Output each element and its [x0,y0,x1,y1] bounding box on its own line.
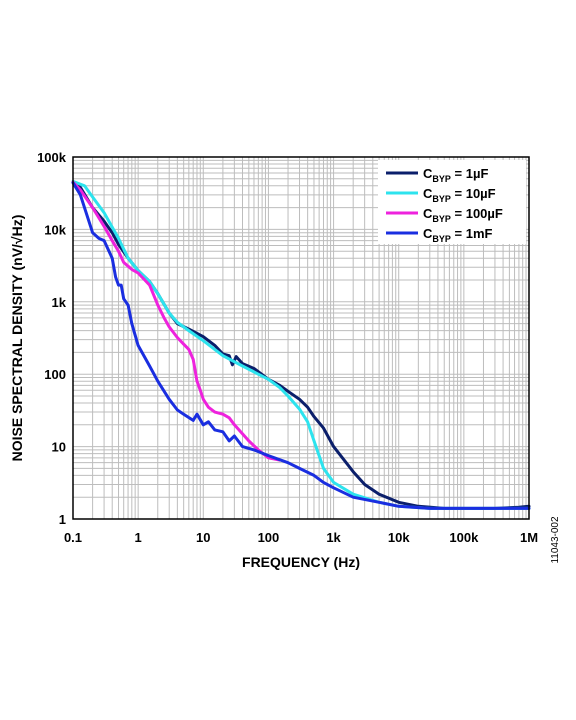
legend-label: CBYP = 1µF [423,166,488,184]
series-line-3 [71,181,531,510]
y-tick-labels: 1 10 100 1k 10k 100k [37,150,67,527]
x-tick-label: 1M [520,530,538,545]
x-tick-label: 100 [258,530,280,545]
legend-label: CBYP = 10µF [423,186,496,204]
x-tick-labels: 0.1 1 10 100 1k 10k 100k 1M [64,530,538,545]
x-tick-label: 100k [449,530,479,545]
y-tick-label: 100 [44,367,66,382]
y-tick-label: 1k [52,295,67,310]
legend-label: CBYP = 1mF [423,226,493,244]
x-tick-label: 1 [135,530,142,545]
x-tick-label: 10 [196,530,210,545]
y-axis-title: NOISE SPECTRAL DENSITY (nV/√Hz) [9,215,25,462]
legend-label: CBYP = 100µF [423,206,503,224]
figure-id: 11043-002 [550,516,561,564]
x-tick-label: 10k [388,530,410,545]
y-tick-label: 1 [59,512,66,527]
y-tick-label: 10 [52,440,66,455]
plot-frame [72,156,530,520]
x-tick-label: 0.1 [64,530,82,545]
series-line-2 [71,180,282,462]
x-axis-title: FREQUENCY (Hz) [242,554,360,570]
legend: CBYP = 1µF CBYP = 10µF CBYP = 100µF CBYP = … [378,160,526,244]
y-tick-label: 100k [37,150,67,165]
series-layer [71,179,531,510]
x-tick-label: 1k [326,530,341,545]
y-tick-label: 10k [44,222,66,237]
